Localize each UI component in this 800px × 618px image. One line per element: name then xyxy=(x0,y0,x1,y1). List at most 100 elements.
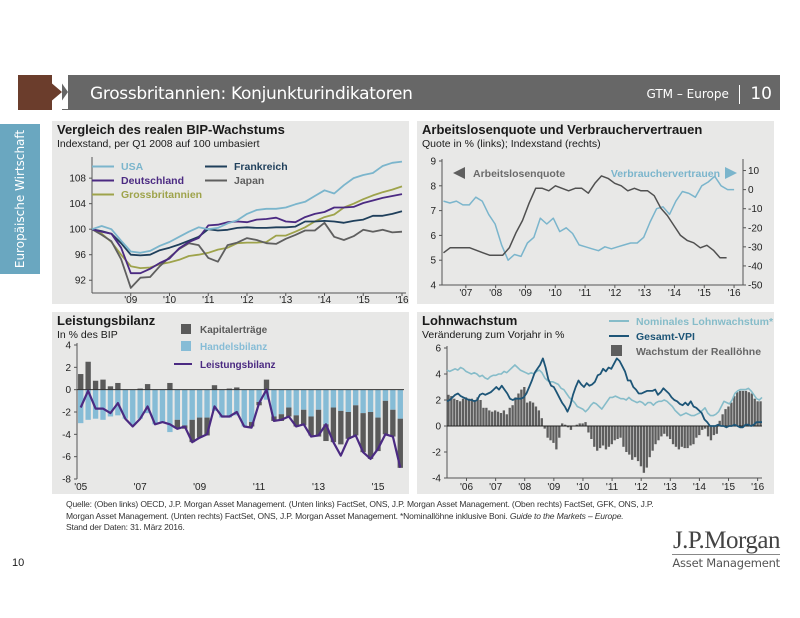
bar-kapitalertraege xyxy=(189,419,195,443)
legend-label: Leistungsbilanz xyxy=(200,360,276,371)
section-tab[interactable]: Europäische Wirtschaft xyxy=(0,124,40,274)
bar-kapitalertraege xyxy=(293,415,299,427)
x-tick-label: '12 xyxy=(240,295,253,304)
x-tick-label: '16 xyxy=(751,482,764,493)
x-tick-label: '10 xyxy=(163,295,176,304)
title-banner xyxy=(62,75,780,110)
x-tick-label: '10 xyxy=(549,288,562,299)
bar-reallohn xyxy=(578,423,581,426)
bar-reallohn xyxy=(625,426,628,452)
bar-handelsbilanz xyxy=(263,389,270,400)
y-tick-label-right: -10 xyxy=(748,204,763,215)
x-tick-label: '09 xyxy=(193,482,206,493)
x-tick-label: '12 xyxy=(635,482,648,493)
bar-reallohn xyxy=(654,426,657,445)
legend-label: Gesamt-VPI xyxy=(636,331,695,343)
bar-reallohn xyxy=(470,398,473,426)
y-tick-label: 96 xyxy=(75,250,87,261)
bar-handelsbilanz xyxy=(330,389,337,408)
annotation-unemployment: Arbeitslosenquote xyxy=(473,168,565,180)
jpmorgan-logo: J.P.Morgan Asset Management xyxy=(672,528,780,570)
page-title: Grossbritannien: Konjunkturindikatoren xyxy=(90,84,413,104)
bar-handelsbilanz xyxy=(271,389,277,417)
bar-reallohn xyxy=(523,387,526,426)
y-tick-label: 9 xyxy=(430,157,436,168)
series-line-japan xyxy=(91,221,403,289)
legend-label: Handelsbilanz xyxy=(200,342,267,353)
bar-reallohn xyxy=(607,426,611,447)
bar-reallohn xyxy=(546,426,549,438)
legend-swatch xyxy=(181,341,191,351)
series-label: GTM – Europe xyxy=(646,87,729,101)
bar-reallohn xyxy=(727,406,730,426)
bar-reallohn xyxy=(703,426,707,429)
bar-handelsbilanz xyxy=(367,389,374,412)
bar-reallohn xyxy=(488,410,491,426)
header-page-number: 10 xyxy=(750,84,772,104)
bar-handelsbilanz xyxy=(345,389,351,412)
bar-kapitalertraege xyxy=(315,409,322,437)
x-tick-label: '14 xyxy=(693,482,706,493)
arrow-right-icon xyxy=(725,167,737,179)
series-line-vpi xyxy=(446,357,762,429)
bar-kapitalertraege xyxy=(85,361,91,390)
bar-reallohn xyxy=(721,414,724,426)
bar-reallohn xyxy=(549,426,552,441)
y-tick-label: 100 xyxy=(69,225,86,236)
bar-reallohn xyxy=(563,424,567,426)
bar-kapitalertraege xyxy=(323,424,329,442)
bar-handelsbilanz xyxy=(107,389,114,417)
x-tick-label: '10 xyxy=(576,482,589,493)
legend-label: Japan xyxy=(234,175,264,187)
bar-handelsbilanz xyxy=(182,389,188,426)
bar-reallohn xyxy=(677,426,681,450)
bar-reallohn xyxy=(485,407,488,426)
x-tick-label: '07 xyxy=(459,288,472,299)
bar-reallohn xyxy=(668,426,672,439)
bar-reallohn xyxy=(651,426,654,451)
bar-reallohn xyxy=(666,426,669,437)
bar-reallohn xyxy=(671,426,675,445)
series-line-leistungsbilanz xyxy=(79,388,402,469)
bar-reallohn xyxy=(453,398,456,426)
banner-meta: GTM – Europe 10 xyxy=(646,84,772,104)
bar-kapitalertraege xyxy=(137,388,143,390)
bar-reallohn xyxy=(464,397,468,426)
x-tick-label: '06 xyxy=(460,482,473,493)
series-line-confidence xyxy=(443,175,735,261)
y-tick-label: 4 xyxy=(430,281,436,292)
bar-handelsbilanz xyxy=(323,389,329,425)
bar-reallohn xyxy=(686,426,689,449)
bar-reallohn xyxy=(450,396,453,426)
y-tick-label: 108 xyxy=(69,174,86,185)
bar-handelsbilanz xyxy=(211,389,218,411)
bar-reallohn xyxy=(738,390,742,426)
chart-title: Arbeitslosenquote und Verbrauchervertrau… xyxy=(422,122,703,137)
bar-reallohn xyxy=(514,397,517,426)
y-tick-label: -2 xyxy=(432,448,441,459)
bar-reallohn xyxy=(674,426,678,447)
series-line-grossbritannien xyxy=(91,185,403,270)
x-tick-label: '07 xyxy=(134,482,147,493)
bar-reallohn xyxy=(744,390,748,426)
bar-reallohn xyxy=(645,426,648,468)
separator xyxy=(738,84,741,104)
chart-subtitle: In % des BIP xyxy=(57,329,118,341)
chart-title: Vergleich des realen BIP-Wachstums xyxy=(57,122,285,137)
bar-handelsbilanz xyxy=(226,389,233,418)
logo-subline: Asset Management xyxy=(672,556,780,570)
y-tick-label: 2 xyxy=(435,396,441,407)
bar-kapitalertraege xyxy=(353,405,359,436)
bar-kapitalertraege xyxy=(100,379,106,390)
source-text: Quelle: (Oben links) OECD, J.P. Morgan A… xyxy=(66,499,654,521)
x-tick-label: '11 xyxy=(579,288,592,299)
y-tick-label: -4 xyxy=(62,430,71,441)
bar-handelsbilanz xyxy=(256,389,262,402)
y-tick-label: -6 xyxy=(62,452,71,463)
bar-handelsbilanz xyxy=(196,389,203,418)
chart-arbeit: 4 5 6 7 8 9 -50 -40 -30 -20 -10 0 10 '07 '08 '09 '10 '11 '… xyxy=(430,157,763,300)
bar-reallohn xyxy=(709,426,713,441)
y-tick-label: -8 xyxy=(62,475,71,486)
y-tick-label: 7 xyxy=(430,206,436,217)
bar-reallohn xyxy=(502,410,506,426)
